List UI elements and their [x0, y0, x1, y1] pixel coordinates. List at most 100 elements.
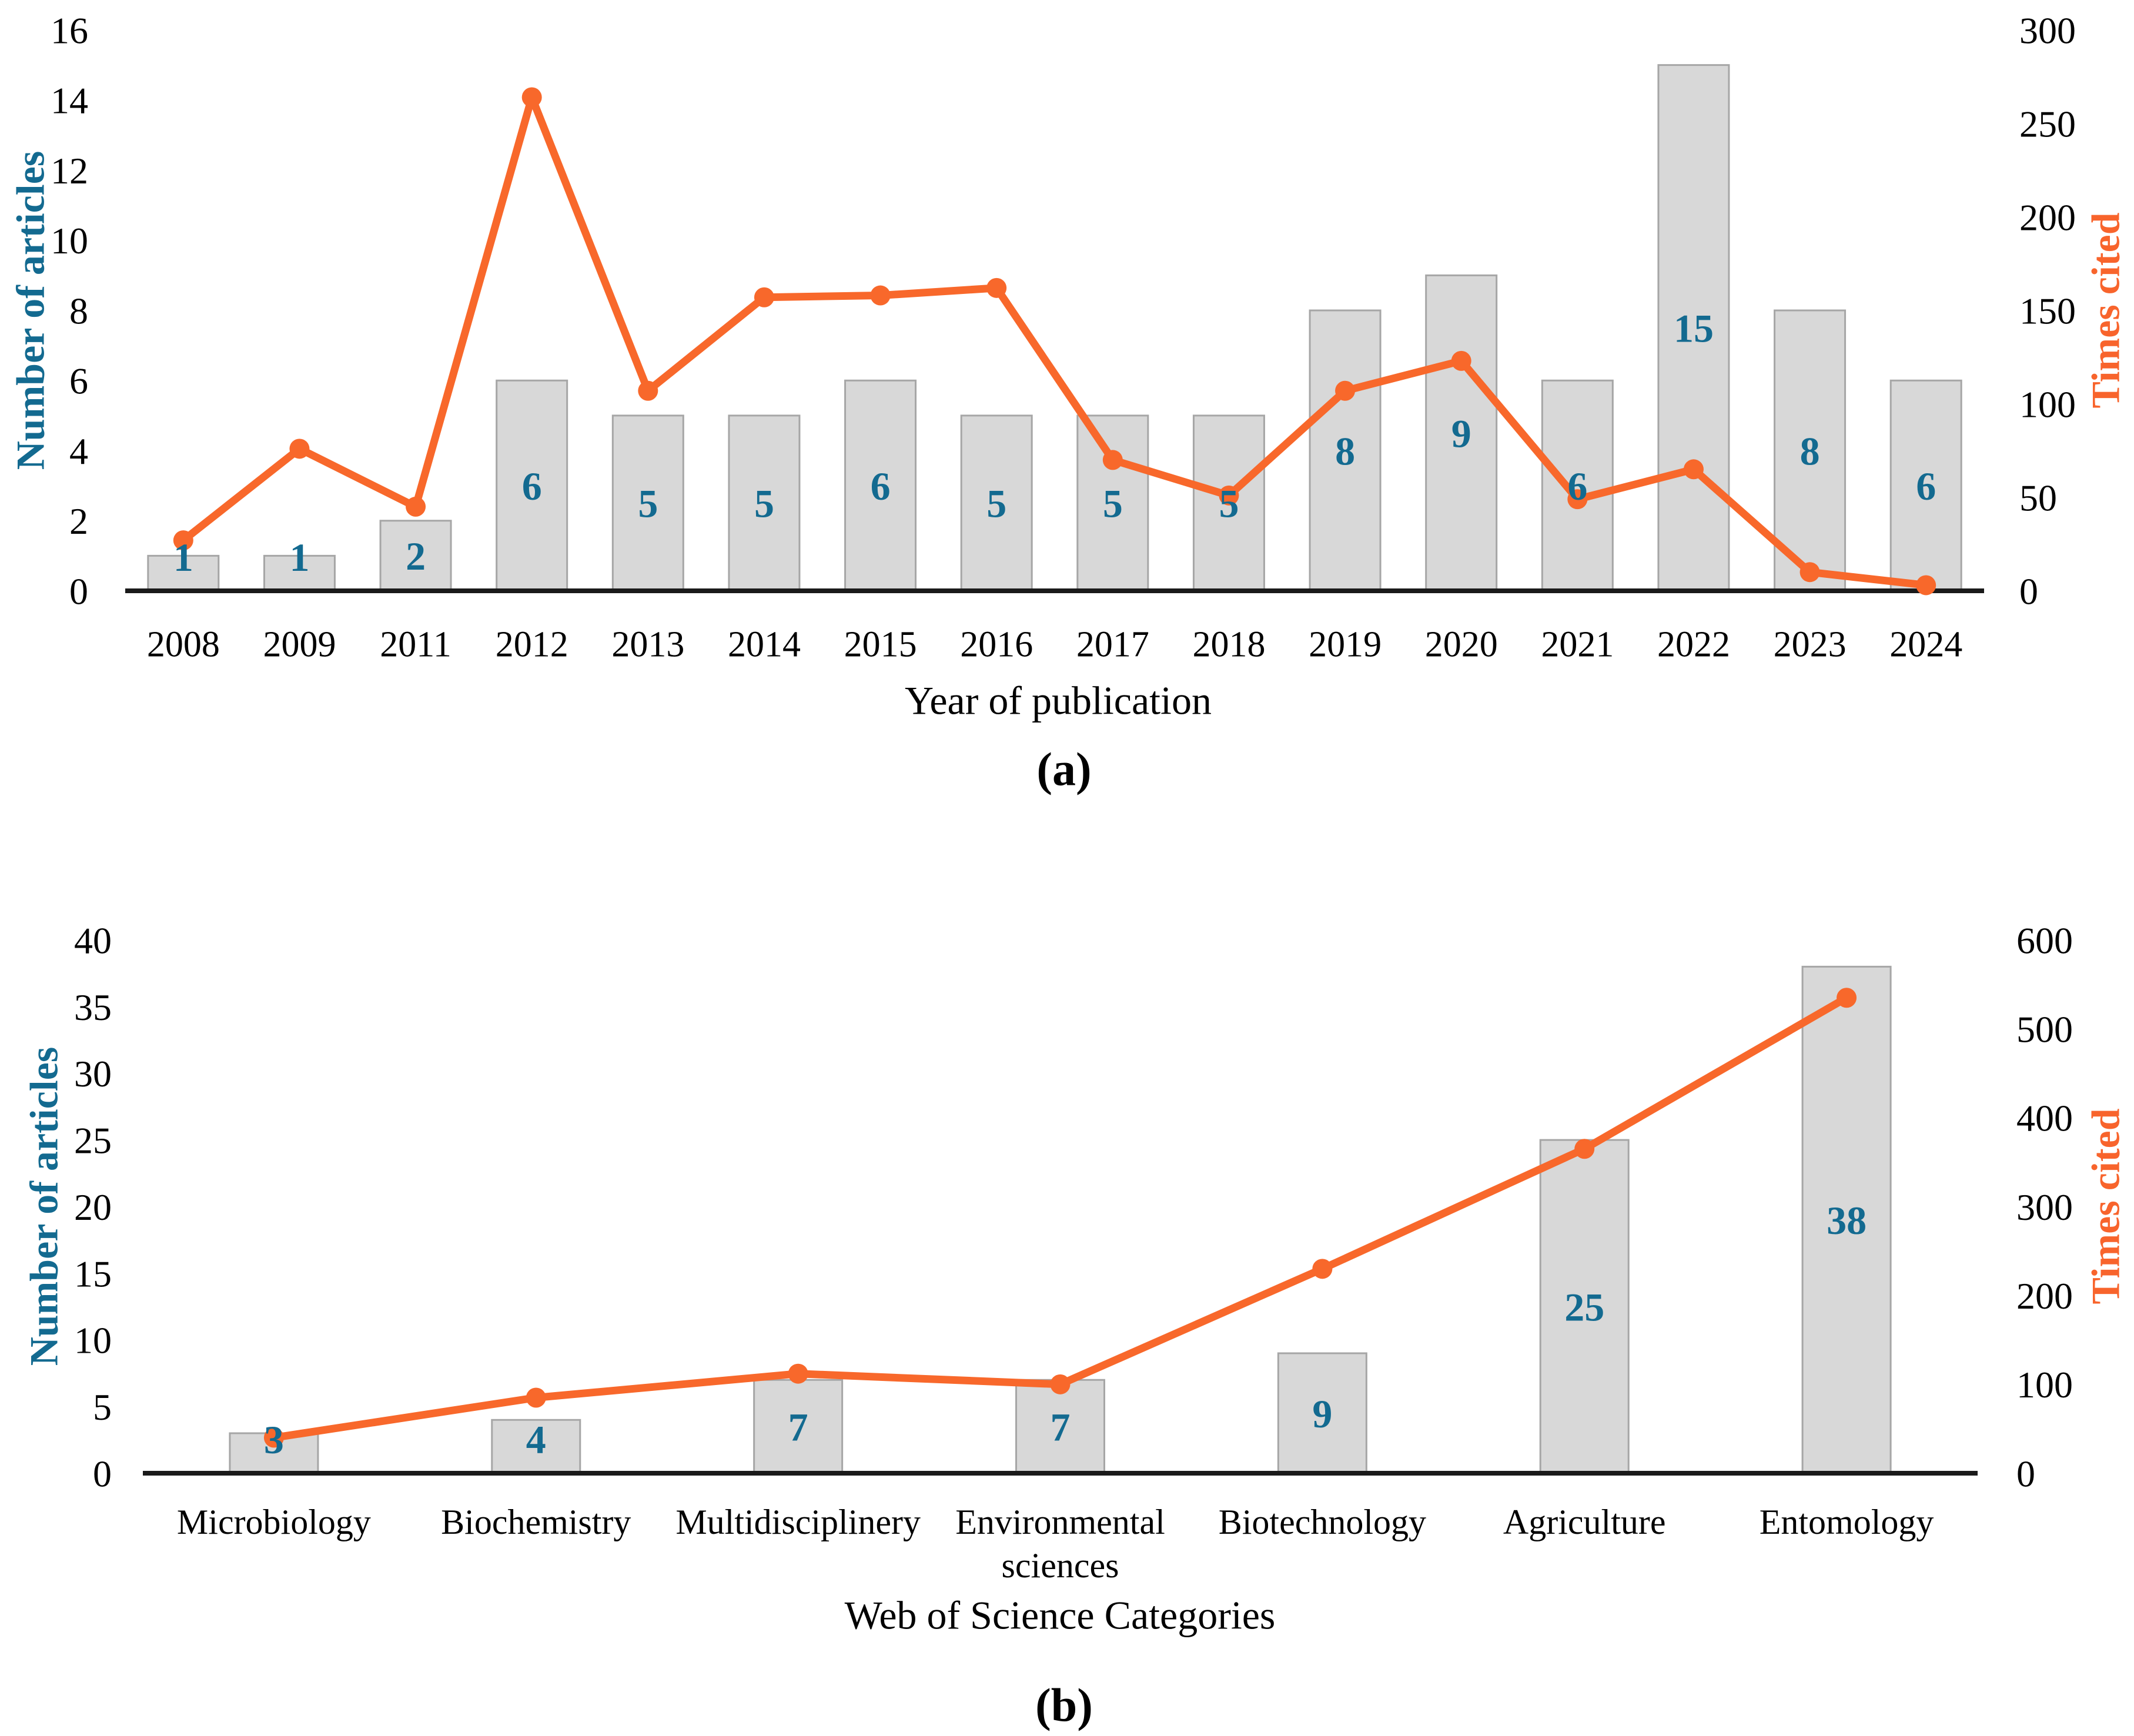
bar-value-label: 5	[1103, 481, 1123, 526]
bar-value-label: 38	[1827, 1198, 1867, 1243]
x-axis-category-label: Entomology	[1760, 1503, 1934, 1541]
x-axis-category-label: sciences	[1002, 1546, 1119, 1585]
bar-value-label: 4	[526, 1417, 546, 1462]
bar-value-label: 7	[1051, 1404, 1071, 1449]
line-point-b-Multidisciplinery	[788, 1363, 808, 1384]
left-axis-tick-label: 10	[51, 220, 88, 262]
line-point-a-2022	[1683, 459, 1704, 480]
line-point-b-Agriculture	[1574, 1139, 1595, 1159]
bar-value-label: 9	[1451, 411, 1471, 456]
left-axis-tick-label: 14	[51, 80, 88, 122]
x-axis-category-label: 2016	[960, 625, 1033, 665]
line-point-a-2008	[173, 530, 193, 551]
chart-a-right-axis-title: Times cited	[2083, 212, 2128, 409]
bar-value-label: 9	[1312, 1392, 1332, 1436]
x-axis-category-label: 2013	[611, 625, 684, 665]
x-axis-category-label: Microbiology	[177, 1503, 371, 1541]
bar-value-label: 2	[406, 534, 426, 578]
right-axis-tick-label: 50	[2019, 477, 2057, 519]
chart-b-right-axis-title: Times cited	[2083, 1108, 2128, 1304]
x-axis-category-label: Biochemistry	[441, 1503, 631, 1541]
chart-a-left-axis-title: Number of articles	[8, 150, 53, 470]
x-axis-category-label: 2018	[1192, 625, 1265, 665]
left-axis-tick-label: 35	[74, 986, 112, 1028]
x-axis-category-label: 2009	[263, 625, 336, 665]
line-point-a-2014	[754, 287, 774, 307]
bar-value-label: 1	[173, 535, 193, 580]
line-point-a-2012	[521, 87, 542, 108]
right-axis-tick-label: 200	[2019, 196, 2076, 238]
bar-value-label: 6	[522, 464, 542, 509]
left-axis-tick-label: 25	[74, 1120, 112, 1162]
bar-a-2020	[1425, 274, 1498, 592]
line-point-a-2021	[1567, 489, 1588, 510]
left-axis-tick-label: 2	[69, 500, 88, 542]
x-axis-category-label: 2017	[1076, 625, 1149, 665]
bar-a-2012	[496, 379, 568, 592]
bar-value-label: 5	[638, 481, 658, 526]
right-axis-tick-label: 200	[2016, 1275, 2073, 1317]
bar-value-label: 6	[1916, 464, 1936, 509]
right-axis-tick-label: 300	[2019, 9, 2076, 51]
bar-a-2014	[728, 414, 801, 592]
line-point-a-2017	[1102, 450, 1123, 470]
x-axis-category-label: 2020	[1425, 625, 1498, 665]
line-point-a-2018	[1219, 485, 1239, 506]
line-point-a-2023	[1799, 562, 1820, 583]
line-point-a-2019	[1335, 380, 1356, 401]
x-axis-category-label: 2023	[1774, 625, 1847, 665]
x-axis-category-label: Biotechnology	[1219, 1503, 1426, 1541]
left-axis-tick-label: 5	[93, 1386, 112, 1428]
bar-value-label: 8	[1800, 429, 1820, 473]
bar-a-2008	[147, 554, 220, 592]
line-point-a-2011	[406, 496, 426, 517]
bar-b-Biochemistry	[491, 1419, 581, 1474]
chart-a-caption: (a)	[1036, 744, 1092, 796]
bar-a-2016	[960, 414, 1033, 592]
right-axis-tick-label: 300	[2016, 1186, 2073, 1228]
right-axis-tick-label: 150	[2019, 290, 2076, 332]
left-axis-tick-label: 0	[93, 1453, 112, 1494]
left-axis-tick-label: 12	[51, 150, 88, 192]
bar-value-label: 1	[289, 535, 309, 580]
right-axis-tick-label: 500	[2016, 1009, 2073, 1051]
x-axis-category-label: 2012	[496, 625, 568, 665]
left-axis-tick-label: 10	[74, 1320, 112, 1362]
line-point-a-2013	[638, 380, 658, 401]
line-point-a-2024	[1916, 575, 1936, 596]
x-axis-category-label: 2008	[147, 625, 220, 665]
bar-value-label: 5	[754, 481, 774, 526]
bar-value-label: 15	[1674, 306, 1714, 351]
line-point-a-2016	[986, 277, 1007, 298]
right-axis-tick-label: 250	[2019, 103, 2076, 145]
x-axis-category-label: Agriculture	[1503, 1503, 1666, 1541]
chart-b-x-axis-title: Web of Science Categories	[844, 1593, 1276, 1638]
x-axis-category-label: Multidisciplinery	[675, 1503, 921, 1541]
left-axis-tick-label: 4	[69, 430, 88, 472]
bar-value-label: 6	[1567, 464, 1587, 509]
x-axis-category-label: 2014	[728, 625, 801, 665]
bar-a-2024	[1889, 379, 1962, 592]
line-point-a-2015	[870, 285, 891, 306]
line-point-a-2020	[1451, 350, 1471, 371]
bar-value-label: 8	[1335, 429, 1355, 473]
x-axis-category-label: 2019	[1309, 625, 1382, 665]
line-point-b-Biotechnology	[1312, 1259, 1333, 1279]
line-point-b-Entomology	[1837, 988, 1857, 1008]
bar-a-2022	[1657, 64, 1730, 592]
left-axis-tick-label: 6	[69, 360, 88, 402]
left-axis-tick-label: 16	[51, 9, 88, 51]
left-axis-tick-label: 40	[74, 919, 112, 961]
bar-value-label: 6	[871, 464, 891, 509]
bar-a-2019	[1309, 309, 1382, 592]
bar-value-label: 5	[1219, 481, 1239, 526]
bar-value-label: 3	[264, 1417, 284, 1462]
right-axis-tick-label: 100	[2019, 383, 2076, 425]
left-axis-tick-label: 8	[69, 290, 88, 332]
line-point-a-2009	[289, 439, 310, 459]
bar-value-label: 5	[986, 481, 1006, 526]
left-axis-tick-label: 0	[69, 570, 88, 612]
bar-b-Entomology	[1801, 965, 1892, 1474]
right-axis-tick-label: 400	[2016, 1098, 2073, 1139]
